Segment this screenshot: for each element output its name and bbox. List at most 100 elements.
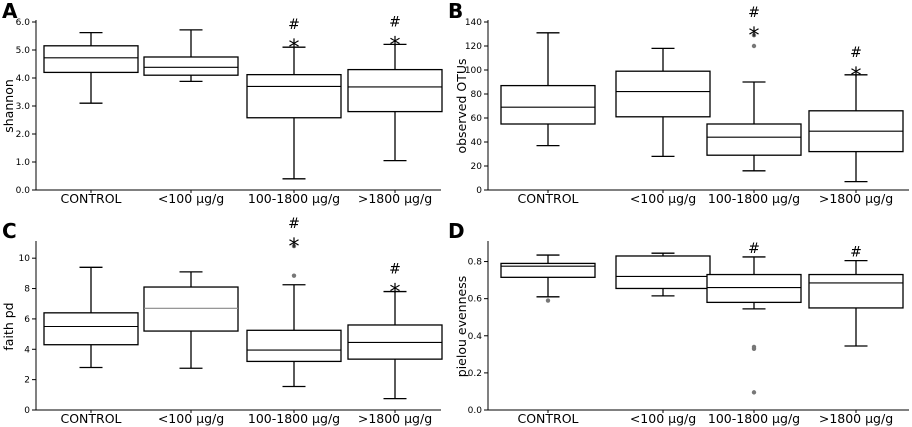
box-group: <100 µg/g (143, 29, 239, 206)
box-iqr (500, 262, 596, 278)
y-tick-label: 1.0 (16, 158, 31, 168)
box-group: 100-1800 µg/g # * (706, 5, 802, 206)
y-tick-label: 10 (19, 254, 31, 264)
outlier-point (545, 298, 551, 303)
box-iqr (500, 84, 596, 125)
panel-letter: C (2, 219, 17, 243)
category-label: 100-1800 µg/g (248, 411, 340, 426)
outlier-point (291, 273, 297, 278)
y-tick-label: 2.0 (16, 130, 31, 140)
category-label: 100-1800 µg/g (708, 191, 800, 206)
category-label: <100 µg/g (630, 191, 696, 206)
box-group: >1800 µg/g # (808, 245, 904, 426)
y-tick-label: 3.0 (16, 102, 31, 112)
panel-c: C 0 2 4 6 8 10 faith pd CONTROL <100 µg/g 100-1800… (1, 216, 443, 426)
y-axis-label: observed OTUs (454, 58, 469, 153)
box-group: >1800 µg/g # * (347, 14, 443, 206)
significance-hash: # (748, 5, 760, 21)
panel-b: B 0 20 40 60 80 100 120 140 observed OTUs CONTROL <… (448, 0, 909, 206)
y-tick-label: 40 (471, 138, 483, 148)
significance-hash: # (748, 241, 760, 257)
outlier-point (751, 33, 757, 38)
panel-letter: D (448, 219, 465, 243)
category-label: >1800 µg/g (358, 191, 432, 206)
significance-star: * (749, 24, 760, 49)
y-tick-label: 0.0 (468, 406, 483, 416)
y-tick-label: 5.0 (16, 46, 31, 56)
box-iqr (43, 45, 139, 74)
box-group: CONTROL (43, 266, 139, 426)
box-group: 100-1800 µg/g # * (246, 216, 342, 426)
box-iqr (246, 329, 342, 363)
box-group: <100 µg/g (615, 47, 711, 206)
y-tick-label: 2 (24, 376, 30, 386)
category-label: CONTROL (517, 411, 578, 426)
box-group: >1800 µg/g # * (808, 45, 904, 206)
y-tick-label: 4 (24, 345, 30, 355)
y-axis-label: pielou evenness (454, 276, 469, 377)
y-tick-label: 0 (24, 406, 30, 416)
box-iqr (43, 312, 139, 346)
significance-hash: # (288, 17, 300, 33)
y-tick-label: 6.0 (16, 18, 31, 28)
y-tick-label: 4.0 (16, 74, 31, 84)
category-label: CONTROL (60, 191, 121, 206)
box-group: 100-1800 µg/g # * (246, 17, 342, 206)
box-iqr (808, 273, 904, 309)
significance-hash: # (389, 14, 401, 30)
box-group: CONTROL (43, 31, 139, 206)
category-label: >1800 µg/g (819, 411, 893, 426)
y-axis-label: faith pd (1, 302, 16, 350)
panel-d: D 0.0 0.2 0.4 0.6 0.8 pielou evenness CONTROL <1… (448, 219, 909, 426)
category-label: 100-1800 µg/g (708, 411, 800, 426)
outlier-point (751, 43, 757, 49)
panel-letter: B (448, 0, 463, 23)
significance-star: * (390, 33, 401, 58)
box-group: 100-1800 µg/g # (706, 241, 802, 426)
box-group: CONTROL (500, 254, 596, 426)
outlier-point (751, 390, 757, 395)
significance-star: * (390, 281, 401, 306)
box-group: CONTROL (500, 32, 596, 206)
box-group: >1800 µg/g # * (347, 262, 443, 426)
significance-hash: # (389, 262, 401, 278)
y-tick-label: 6 (24, 315, 30, 325)
box-iqr (143, 56, 239, 76)
category-label: >1800 µg/g (819, 191, 893, 206)
y-tick-label: 0 (476, 186, 482, 196)
y-tick-label: 0.0 (16, 186, 31, 196)
panel-a: A 0.0 1.0 2.0 3.0 4.0 5.0 6.0 shannon CONTROL <100… (1, 0, 443, 206)
significance-star: * (289, 235, 300, 260)
box-group: <100 µg/g (615, 252, 711, 426)
y-tick-label: 80 (471, 90, 483, 100)
category-label: CONTROL (517, 191, 578, 206)
significance-hash: # (288, 216, 300, 232)
y-tick-label: 120 (465, 42, 482, 52)
box-iqr (246, 73, 342, 119)
category-label: <100 µg/g (158, 411, 224, 426)
y-tick-label: 8 (24, 285, 30, 295)
significance-hash: # (850, 245, 862, 261)
box-iqr (706, 123, 802, 156)
significance-hash: # (850, 45, 862, 61)
box-iqr (615, 255, 711, 290)
category-label: 100-1800 µg/g (248, 191, 340, 206)
y-tick-label: 0.4 (468, 332, 483, 342)
y-tick-label: 60 (471, 114, 483, 124)
significance-star: * (289, 36, 300, 61)
category-label: >1800 µg/g (358, 411, 432, 426)
y-tick-label: 0.8 (468, 258, 483, 268)
y-axis-label: shannon (1, 79, 16, 133)
box-iqr (143, 286, 239, 332)
category-label: CONTROL (60, 411, 121, 426)
outlier-point (291, 243, 297, 249)
significance-star: * (851, 64, 862, 89)
outlier-point (751, 346, 757, 351)
category-label: <100 µg/g (630, 411, 696, 426)
box-iqr (706, 273, 802, 304)
box-group: <100 µg/g (143, 271, 239, 426)
y-tick-label: 0.6 (468, 295, 483, 305)
y-tick-label: 20 (471, 162, 483, 172)
box-iqr (615, 70, 711, 118)
